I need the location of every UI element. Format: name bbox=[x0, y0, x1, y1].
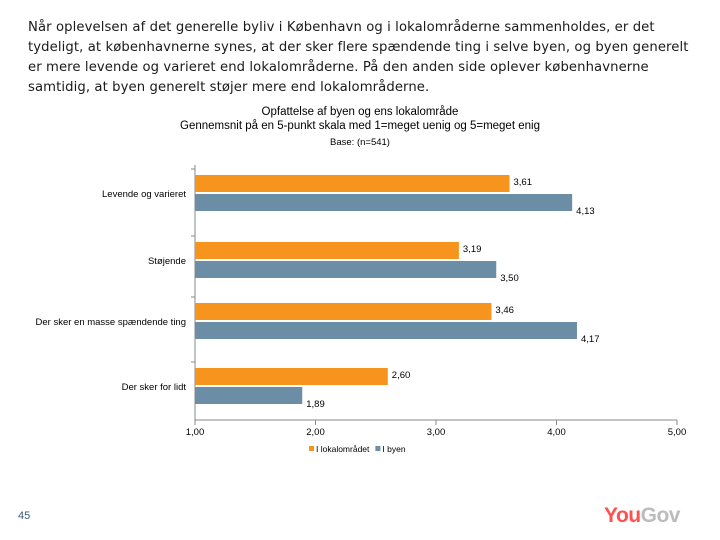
data-label: 4,13 bbox=[576, 206, 595, 217]
category-label: Der sker en masse spændende ting bbox=[36, 317, 187, 328]
data-label: 2,60 bbox=[392, 370, 411, 381]
legend-label: I byen bbox=[382, 444, 405, 454]
data-label: 3,50 bbox=[500, 273, 519, 284]
x-tick-label: 4,00 bbox=[547, 427, 566, 438]
page-number: 45 bbox=[18, 510, 31, 522]
category-label: Der sker for lidt bbox=[122, 382, 187, 393]
x-tick-label: 2,00 bbox=[306, 427, 325, 438]
x-tick-label: 3,00 bbox=[427, 427, 446, 438]
bar bbox=[195, 242, 459, 259]
category-label: Støjende bbox=[148, 256, 186, 267]
chart-base-note: Base: (n=541) bbox=[330, 137, 390, 148]
data-label: 1,89 bbox=[306, 399, 325, 410]
category-label: Levende og varieret bbox=[102, 189, 186, 200]
bar bbox=[195, 175, 510, 192]
chart-title: Opfattelse af byen og ens lokalområde bbox=[261, 106, 459, 118]
bar-chart: 1,00 2,00 3,00 4,00 5,00 Levende og varieret 3… bbox=[36, 165, 687, 454]
bar bbox=[195, 303, 492, 320]
data-label: 3,19 bbox=[463, 244, 482, 255]
bar bbox=[195, 387, 303, 404]
x-tick-label: 1,00 bbox=[186, 427, 205, 438]
bar bbox=[195, 261, 497, 278]
x-tick-label: 5,00 bbox=[668, 427, 687, 438]
data-label: 4,17 bbox=[581, 334, 600, 345]
logo-you-text: You bbox=[604, 504, 641, 527]
logo-gov-text: Gov bbox=[640, 504, 681, 527]
chart-subtitle: Gennemsnit på en 5-punkt skala med 1=meg… bbox=[180, 120, 540, 132]
data-label: 3,46 bbox=[495, 305, 514, 316]
legend-swatch bbox=[375, 446, 381, 451]
bar bbox=[195, 194, 573, 211]
data-label: 3,61 bbox=[514, 177, 533, 188]
intro-text: Når oplevelsen af det generelle byliv i … bbox=[28, 20, 689, 95]
yougov-logo: YouGov bbox=[604, 504, 680, 528]
bar bbox=[195, 322, 577, 339]
legend-label: I lokalområdet bbox=[316, 444, 370, 454]
legend-swatch bbox=[309, 446, 314, 451]
bar bbox=[195, 368, 388, 385]
